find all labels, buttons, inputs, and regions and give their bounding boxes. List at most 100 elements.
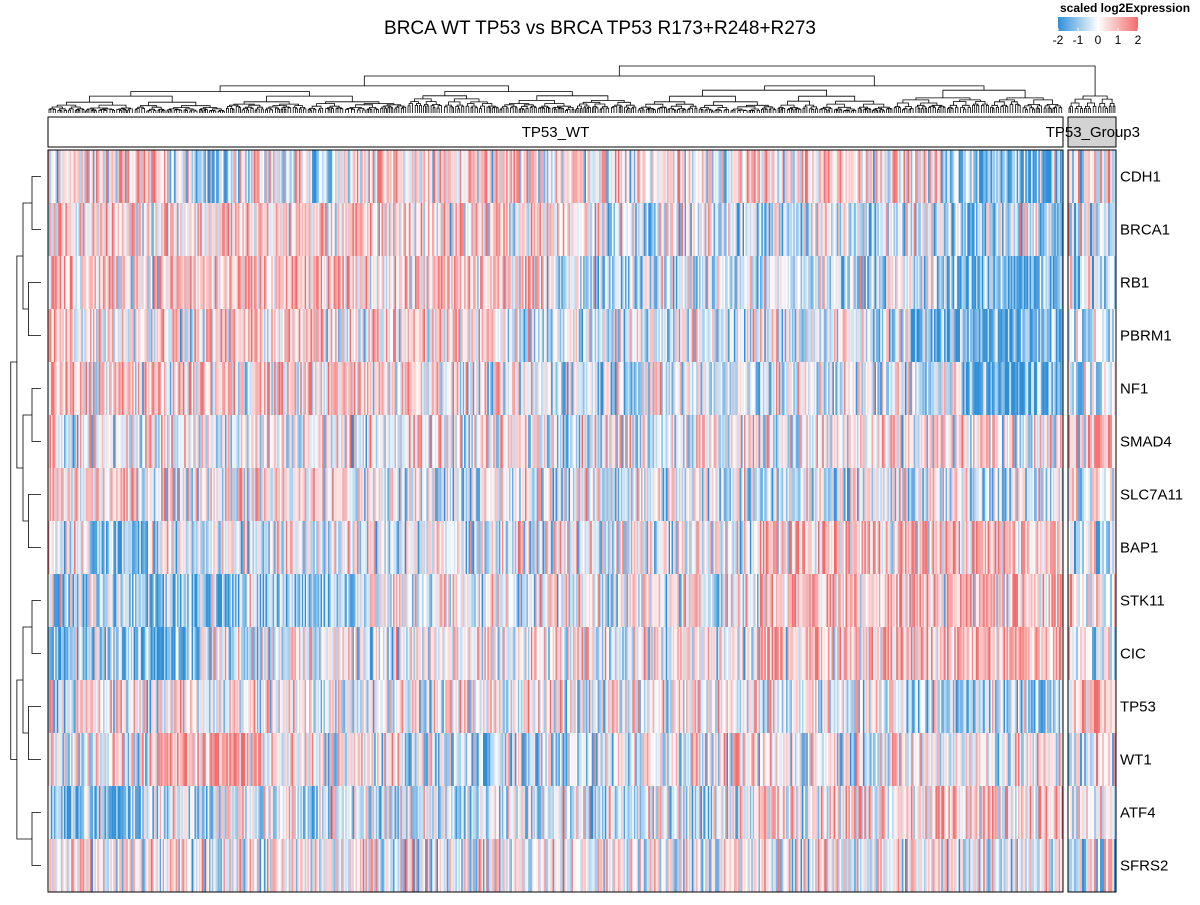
heatmap-cell [1076, 256, 1078, 309]
heatmap-cell [1084, 309, 1086, 362]
heatmap-cell [1086, 309, 1088, 362]
heatmap-cell [1100, 256, 1102, 309]
heatmap-cell [1102, 415, 1104, 468]
heatmap-cell [1090, 256, 1092, 309]
heatmap-cell [1098, 362, 1100, 415]
heatmap-cell [1110, 256, 1112, 309]
heatmap-cell [1076, 362, 1078, 415]
legend-title: scaled log2Expression [1060, 1, 1190, 15]
heatmap-cell [1094, 150, 1096, 203]
heatmap-cell [1078, 256, 1080, 309]
heatmap-cell [1072, 415, 1074, 468]
heatmap-cell [1088, 203, 1090, 256]
heatmap-cell [1080, 256, 1082, 309]
heatmap-cell [1078, 362, 1080, 415]
heatmap-cell [1080, 150, 1082, 203]
heatmap-cell [1092, 415, 1094, 468]
heatmap-cell [1112, 150, 1114, 203]
heatmap-cell [1076, 415, 1078, 468]
heatmap-cell [1112, 415, 1114, 468]
heatmap-cell [1104, 150, 1106, 203]
heatmap-cell [1082, 309, 1084, 362]
heatmap-cell [1084, 203, 1086, 256]
heatmap-cell [1096, 203, 1098, 256]
legend-tick-label: 1 [1115, 33, 1122, 47]
heatmap-cell [1102, 309, 1104, 362]
column-dendrogram-root [619, 66, 1095, 96]
heatmap-cell [1106, 309, 1108, 362]
heatmap-cell [1082, 362, 1084, 415]
heatmap-cell [1078, 150, 1080, 203]
heatmap-cell [1072, 309, 1074, 362]
heatmap-cell [1100, 309, 1102, 362]
heatmap-cell [1080, 415, 1082, 468]
row-dendrogram [11, 177, 41, 866]
heatmap-cell [1092, 150, 1094, 203]
heatmap-cell [1100, 203, 1102, 256]
heatmap-cell [1106, 203, 1108, 256]
heatmap-cell [1074, 256, 1076, 309]
heatmap-cell [1100, 415, 1102, 468]
heatmap-cell [1092, 256, 1094, 309]
group-wt-label: TP53_WT [522, 124, 590, 141]
legend-tick-label: -1 [1073, 33, 1084, 47]
heatmap-cell [1086, 150, 1088, 203]
heatmap-cell [1070, 415, 1072, 468]
heatmap-cell [1098, 415, 1100, 468]
heatmap-cell [1084, 415, 1086, 468]
heatmap-cell [1082, 150, 1084, 203]
heatmap-cell [1072, 203, 1074, 256]
column-dendrogram [49, 66, 1115, 113]
heatmap-cell [1082, 415, 1084, 468]
heatmap-cell [1074, 150, 1076, 203]
heatmap-cell [1110, 309, 1112, 362]
heatmap-cell [1112, 362, 1114, 415]
heatmap-cell [1078, 309, 1080, 362]
heatmap-cell [1098, 309, 1100, 362]
heatmap-cell [1104, 415, 1106, 468]
heatmap-cell [1070, 203, 1072, 256]
group3-label: TP53_Group3 [1046, 124, 1140, 141]
heatmap-cell [1080, 362, 1082, 415]
legend-tick-label: 2 [1135, 33, 1142, 47]
heatmap-cell [1088, 415, 1090, 468]
heatmap-cell [1106, 150, 1108, 203]
legend-tick-label: 0 [1095, 33, 1102, 47]
heatmap-cell [1102, 203, 1104, 256]
heatmap-cell [1094, 256, 1096, 309]
heatmap-cell [1096, 415, 1098, 468]
heatmap-cell [1082, 203, 1084, 256]
heatmap-cell [1084, 362, 1086, 415]
heatmap-cell [1070, 256, 1072, 309]
heatmap-cell [1108, 309, 1110, 362]
heatmap-cell [1110, 150, 1112, 203]
legend-tick-label: -2 [1053, 33, 1064, 47]
heatmap-cell [1086, 415, 1088, 468]
heatmap-cell [1106, 415, 1108, 468]
heatmap-cell [1086, 362, 1088, 415]
heatmap-cell [1076, 203, 1078, 256]
heatmap-cell [1096, 362, 1098, 415]
heatmap-cell [1074, 415, 1076, 468]
heatmap-cell [1078, 415, 1080, 468]
heatmap-cell [1094, 309, 1096, 362]
heatmap-cell [1092, 309, 1094, 362]
heatmap-cell [1100, 150, 1102, 203]
heatmap-cell [1100, 362, 1102, 415]
heatmap-cell [1092, 362, 1094, 415]
heatmap-cell [1094, 203, 1096, 256]
heatmap-cell [1084, 150, 1086, 203]
heatmap-cell [1104, 309, 1106, 362]
heatmap-cell [1086, 256, 1088, 309]
heatmap-cell [1072, 150, 1074, 203]
heatmap-cell [1090, 415, 1092, 468]
heatmap-cell [1096, 150, 1098, 203]
heatmap-cell [1110, 362, 1112, 415]
heatmap-cell [1092, 203, 1094, 256]
chart-title: BRCA WT TP53 vs BRCA TP53 R173+R248+R273 [384, 18, 816, 39]
heatmap-cell [1078, 203, 1080, 256]
heatmap-cell [1088, 150, 1090, 203]
heatmap-cell [1108, 150, 1110, 203]
